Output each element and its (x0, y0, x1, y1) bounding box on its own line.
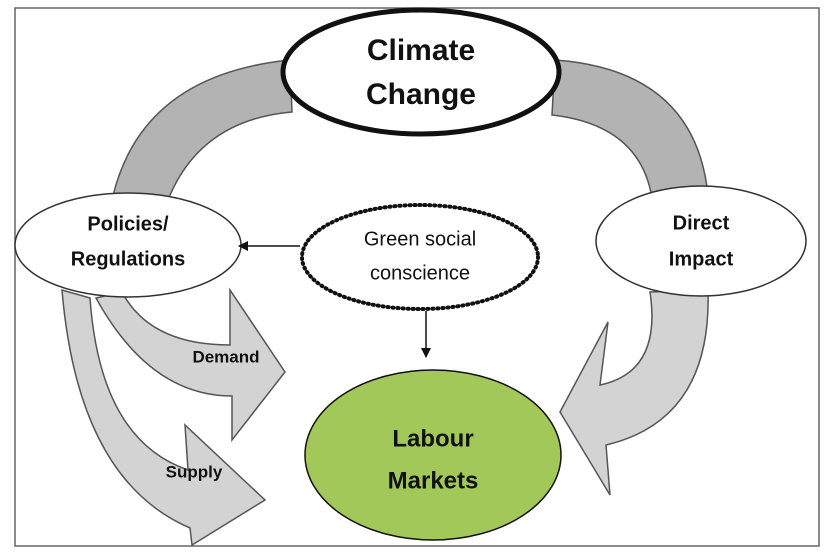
node-ellipse (304, 369, 562, 541)
node-ellipse (280, 7, 562, 137)
node-label: Climate (367, 34, 475, 67)
node-label: Impact (669, 248, 734, 270)
node-label: Direct (673, 212, 730, 234)
arrow-label: Demand (192, 347, 259, 366)
arrow-label: Supply (166, 462, 223, 481)
node-label: Change (366, 78, 476, 111)
node-label: Green social (364, 228, 476, 250)
node-ellipse (300, 203, 540, 311)
node-label: Policies/ (87, 213, 169, 235)
node-label: Labour (392, 425, 473, 452)
node-ellipse (14, 192, 242, 298)
node-label: Regulations (71, 248, 185, 270)
node-label: Markets (388, 467, 479, 494)
impact-arrow (559, 289, 709, 496)
node-label: conscience (370, 262, 470, 284)
node-ellipse (595, 185, 807, 297)
supply-arrow (61, 288, 267, 547)
demand-arrow (94, 287, 286, 443)
